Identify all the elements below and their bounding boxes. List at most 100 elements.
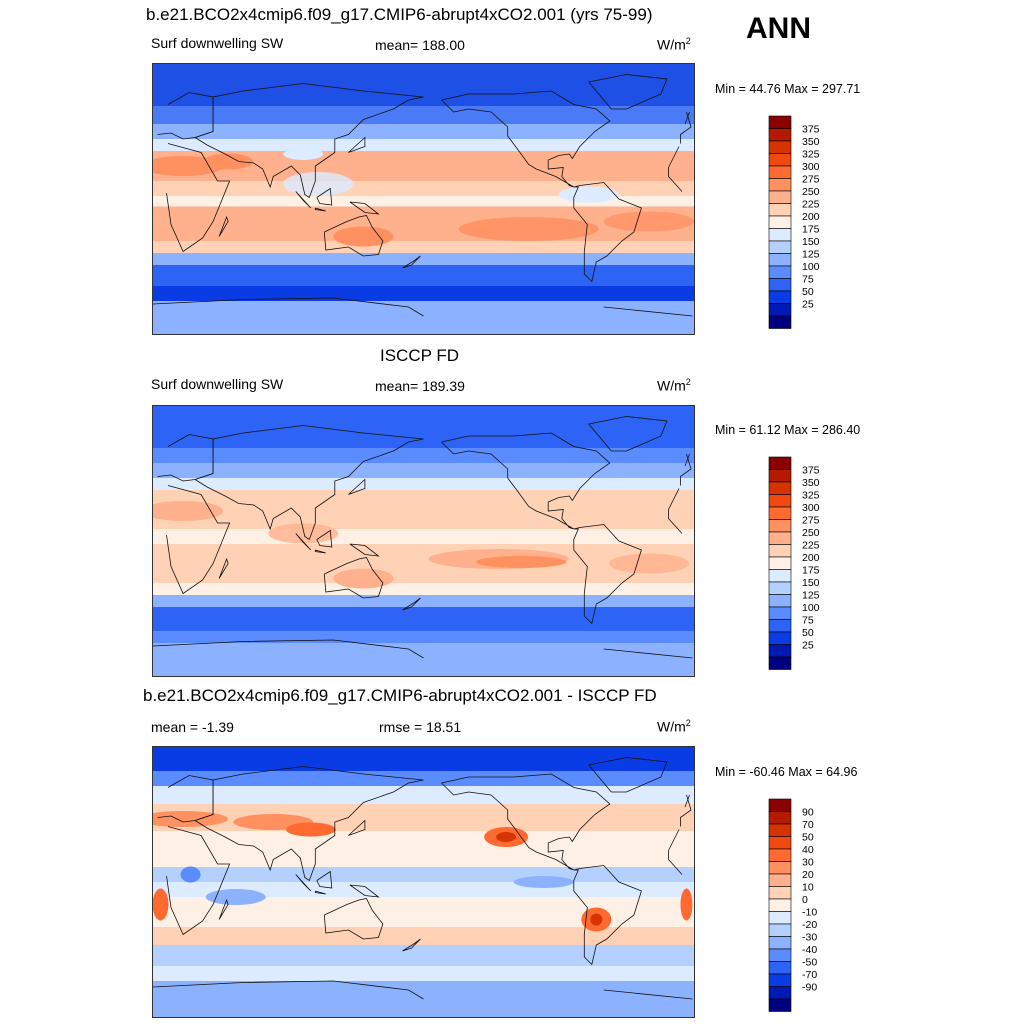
field-band bbox=[153, 196, 694, 207]
panel1-variable: Surf downwelling SW bbox=[151, 35, 284, 51]
panel2-map-svg bbox=[153, 406, 694, 676]
field-band bbox=[153, 966, 694, 981]
coastline bbox=[348, 136, 366, 153]
field-band bbox=[153, 583, 694, 595]
colorbar-label: 150 bbox=[802, 236, 820, 248]
field-band bbox=[153, 206, 694, 241]
colorbar-box bbox=[768, 240, 792, 254]
field-band bbox=[153, 448, 694, 463]
colorbar-label: 75 bbox=[802, 274, 814, 286]
coastline bbox=[153, 980, 424, 1000]
coastline bbox=[153, 297, 424, 317]
panel2-units: W/m2 bbox=[657, 377, 691, 394]
colorbar-box bbox=[768, 973, 792, 987]
coastline bbox=[441, 773, 611, 871]
field-band bbox=[153, 945, 694, 966]
field-band bbox=[153, 771, 694, 786]
coastline bbox=[588, 757, 668, 793]
coastline bbox=[349, 201, 380, 215]
field-blob bbox=[513, 876, 574, 888]
field-band bbox=[153, 490, 694, 529]
field-blob bbox=[590, 913, 603, 926]
colorbar-label: 10 bbox=[802, 882, 814, 894]
colorbar-box bbox=[768, 936, 792, 950]
coastline bbox=[295, 191, 312, 209]
coastline bbox=[194, 83, 424, 199]
colorbar-box bbox=[768, 911, 792, 925]
colorbar-box bbox=[768, 506, 792, 520]
colorbar-box bbox=[768, 998, 792, 1012]
field-blob bbox=[285, 822, 336, 837]
field-blob bbox=[180, 866, 201, 883]
field-blob bbox=[458, 217, 599, 241]
field-band bbox=[153, 463, 694, 478]
field-blob bbox=[603, 211, 694, 232]
field-band bbox=[153, 631, 694, 643]
colorbar-label: 225 bbox=[802, 540, 820, 552]
coastline bbox=[349, 884, 380, 898]
coastline bbox=[349, 543, 380, 557]
colorbar-label: 225 bbox=[802, 199, 820, 211]
colorbar-label: -40 bbox=[802, 944, 817, 956]
colorbar-label: 150 bbox=[802, 577, 820, 589]
coastline bbox=[295, 874, 312, 892]
field-band bbox=[153, 831, 694, 852]
colorbar-label: 250 bbox=[802, 527, 820, 539]
colorbar-box bbox=[768, 556, 792, 570]
coastline bbox=[441, 432, 611, 530]
field-band bbox=[153, 852, 694, 867]
colorbar-box bbox=[768, 153, 792, 167]
panel3-mean: mean = -1.39 bbox=[151, 719, 234, 735]
field-blob bbox=[333, 568, 394, 589]
field-band bbox=[153, 106, 694, 124]
coastline bbox=[218, 557, 229, 579]
panel3-map-svg bbox=[153, 747, 694, 1017]
panel3-colorbar: 90 70 50 40 30 20 10 0 -10 -20 -30 -40 -50 -70 -90 bbox=[768, 798, 829, 1013]
field-blob bbox=[318, 868, 439, 881]
colorbar-label: 20 bbox=[802, 869, 814, 881]
panel1-colorbar-svg: 3753503253002752502252001751501251007550… bbox=[768, 115, 820, 329]
colorbar-box bbox=[768, 469, 792, 483]
field-blob bbox=[153, 501, 224, 521]
colorbar-label: 50 bbox=[802, 286, 814, 298]
coastline bbox=[314, 890, 326, 895]
colorbar-label: 0 bbox=[802, 894, 808, 906]
coastline bbox=[295, 533, 312, 551]
colorbar-box bbox=[768, 569, 792, 583]
colorbar-label: 25 bbox=[802, 299, 814, 311]
panel2-variable: Surf downwelling SW bbox=[151, 376, 284, 392]
field-band bbox=[153, 529, 694, 544]
colorbar-label: 200 bbox=[802, 211, 820, 223]
colorbar-box bbox=[768, 278, 792, 292]
panel1-title: b.e21.BCO2x4cmip6.f09_g17.CMIP6-abrupt4x… bbox=[146, 5, 653, 24]
field-band bbox=[153, 139, 694, 151]
colorbar-label: 125 bbox=[802, 249, 820, 261]
colorbar-label: 30 bbox=[802, 857, 814, 869]
colorbar-label: 175 bbox=[802, 565, 820, 577]
panel3-title: b.e21.BCO2x4cmip6.f09_g17.CMIP6-abrupt4x… bbox=[143, 686, 657, 705]
coastline bbox=[668, 850, 683, 875]
field-band bbox=[153, 301, 694, 334]
field-band bbox=[153, 406, 694, 448]
colorbar-box bbox=[768, 115, 792, 129]
colorbar-box bbox=[768, 873, 792, 887]
field-band bbox=[153, 607, 694, 631]
coastline bbox=[603, 648, 693, 659]
colorbar-label: 100 bbox=[802, 602, 820, 614]
colorbar-box bbox=[768, 303, 792, 317]
coastline bbox=[194, 425, 424, 541]
colorbar-label: 40 bbox=[802, 844, 814, 856]
colorbar-label: -10 bbox=[802, 907, 817, 919]
coastline bbox=[588, 74, 668, 110]
colorbar-box bbox=[768, 848, 792, 862]
colorbar-label: -30 bbox=[802, 932, 817, 944]
field-blob bbox=[268, 523, 339, 544]
field-band bbox=[153, 286, 694, 301]
coastline bbox=[316, 529, 333, 548]
colorbar-label: 50 bbox=[802, 627, 814, 639]
colorbar-box bbox=[768, 456, 792, 470]
panel2-colorbar: 375 350 325 300 275 250 225 200 175 150 125 100 75 50… bbox=[768, 456, 829, 671]
panel2-colorbar-svg: 3753503253002752502252001751501251007550… bbox=[768, 456, 820, 670]
coastline bbox=[402, 938, 421, 952]
